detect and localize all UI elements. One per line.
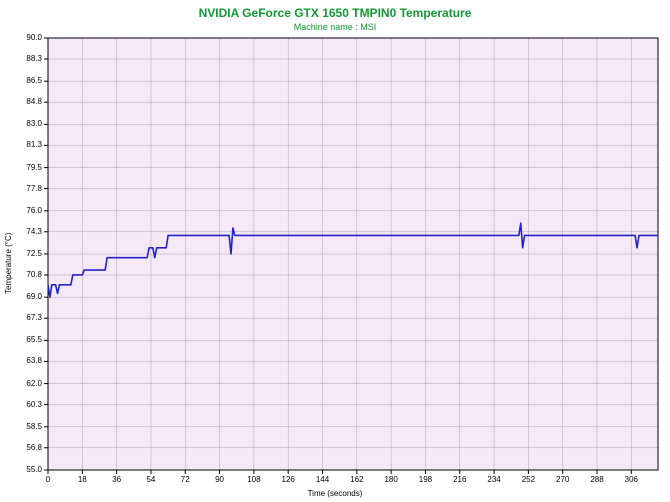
x-tick-label: 18 (68, 475, 96, 484)
x-tick-label: 0 (34, 475, 62, 484)
chart-plot-area (0, 0, 670, 502)
x-tick-label: 216 (446, 475, 474, 484)
x-tick-label: 36 (103, 475, 131, 484)
y-tick-label: 56.8 (14, 443, 42, 452)
y-tick-label: 72.5 (14, 249, 42, 258)
chart-container: { "chart": { "type": "line", "title": "N… (0, 0, 670, 502)
y-tick-label: 70.8 (14, 270, 42, 279)
y-tick-label: 90.0 (14, 33, 42, 42)
x-tick-label: 108 (240, 475, 268, 484)
y-tick-label: 63.8 (14, 356, 42, 365)
x-tick-label: 54 (137, 475, 165, 484)
y-tick-label: 69.0 (14, 292, 42, 301)
x-tick-label: 270 (549, 475, 577, 484)
y-tick-label: 79.5 (14, 163, 42, 172)
x-tick-label: 252 (514, 475, 542, 484)
x-tick-label: 72 (171, 475, 199, 484)
y-tick-label: 81.3 (14, 140, 42, 149)
y-tick-label: 83.0 (14, 119, 42, 128)
y-tick-label: 86.5 (14, 76, 42, 85)
y-tick-label: 62.0 (14, 379, 42, 388)
x-tick-label: 198 (411, 475, 439, 484)
y-tick-label: 58.5 (14, 422, 42, 431)
y-tick-label: 76.0 (14, 206, 42, 215)
y-tick-label: 88.3 (14, 54, 42, 63)
x-tick-label: 90 (206, 475, 234, 484)
y-tick-label: 74.3 (14, 227, 42, 236)
y-tick-label: 65.5 (14, 335, 42, 344)
x-tick-label: 144 (309, 475, 337, 484)
y-tick-label: 77.8 (14, 184, 42, 193)
x-tick-label: 126 (274, 475, 302, 484)
y-tick-label: 67.3 (14, 313, 42, 322)
x-tick-label: 306 (617, 475, 645, 484)
y-tick-label: 84.8 (14, 97, 42, 106)
y-tick-label: 55.0 (14, 465, 42, 474)
x-tick-label: 234 (480, 475, 508, 484)
y-tick-label: 60.3 (14, 400, 42, 409)
x-tick-label: 180 (377, 475, 405, 484)
x-tick-label: 162 (343, 475, 371, 484)
x-tick-label: 288 (583, 475, 611, 484)
